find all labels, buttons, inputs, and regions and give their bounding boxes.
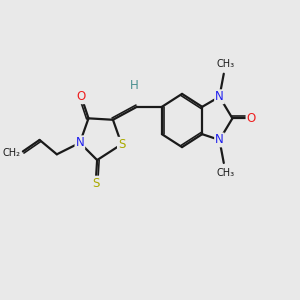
Text: O: O: [77, 90, 86, 103]
Text: CH₂: CH₂: [3, 148, 21, 158]
Text: O: O: [247, 112, 256, 125]
Text: H: H: [130, 79, 139, 92]
Text: S: S: [92, 177, 99, 190]
Text: CH₃: CH₃: [216, 58, 234, 68]
Text: N: N: [215, 90, 224, 103]
Text: N: N: [76, 136, 84, 149]
Text: S: S: [118, 138, 125, 151]
Text: CH₃: CH₃: [216, 168, 234, 178]
Text: N: N: [215, 134, 224, 146]
